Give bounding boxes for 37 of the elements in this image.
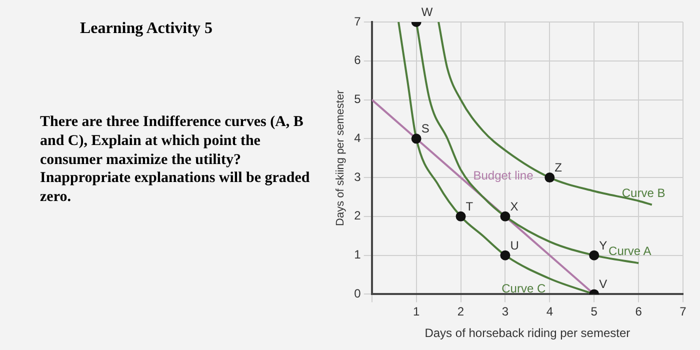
y-tick-label: 7 — [354, 14, 362, 28]
x-axis-title: Days of horseback riding per semester — [424, 326, 630, 340]
annotation: T — [466, 199, 474, 214]
point — [456, 211, 466, 222]
y-tick-label: 1 — [354, 248, 362, 262]
x-tick-label: 6 — [635, 304, 642, 319]
annotation: U — [510, 238, 519, 252]
x-tick-label: 3 — [502, 304, 509, 319]
y-tick-label: 4 — [354, 130, 362, 145]
x-tick-label: 5 — [590, 304, 598, 319]
annotation: Z — [554, 160, 562, 175]
text: Learning Activity 5 — [80, 20, 214, 38]
annotation: S — [421, 122, 430, 136]
point — [544, 172, 555, 183]
annotation: W — [421, 5, 434, 19]
point — [411, 134, 422, 144]
y-tick-label: 2 — [354, 208, 362, 223]
series-label: Curve C — [502, 282, 546, 296]
x-tick-label: 2 — [457, 304, 464, 319]
y-tick-label: 5 — [354, 92, 362, 106]
annotation: V — [599, 277, 608, 292]
annotation: Y — [599, 238, 608, 252]
series-label: Budget line — [473, 168, 534, 182]
x-tick-label: 7 — [680, 304, 687, 319]
y-axis-title: Days of skiing per semester — [334, 90, 347, 226]
y-tick-label: 0 — [354, 286, 362, 301]
annotation: X — [510, 199, 518, 214]
x-tick-label: 4 — [546, 304, 554, 319]
y-tick-label: 3 — [354, 170, 362, 184]
y-tick-label: 6 — [354, 53, 362, 68]
point — [589, 250, 600, 260]
point — [500, 250, 510, 260]
point — [500, 211, 510, 222]
series-label: Curve A — [608, 244, 652, 258]
text: There are three Indifference curves (A, B and C), Explain at which point the consumer maximize the utility? Inappropriate explanations will be graded zero. — [40, 113, 311, 207]
series-label: Curve B — [622, 186, 666, 200]
x-tick-label: 1 — [412, 304, 420, 319]
